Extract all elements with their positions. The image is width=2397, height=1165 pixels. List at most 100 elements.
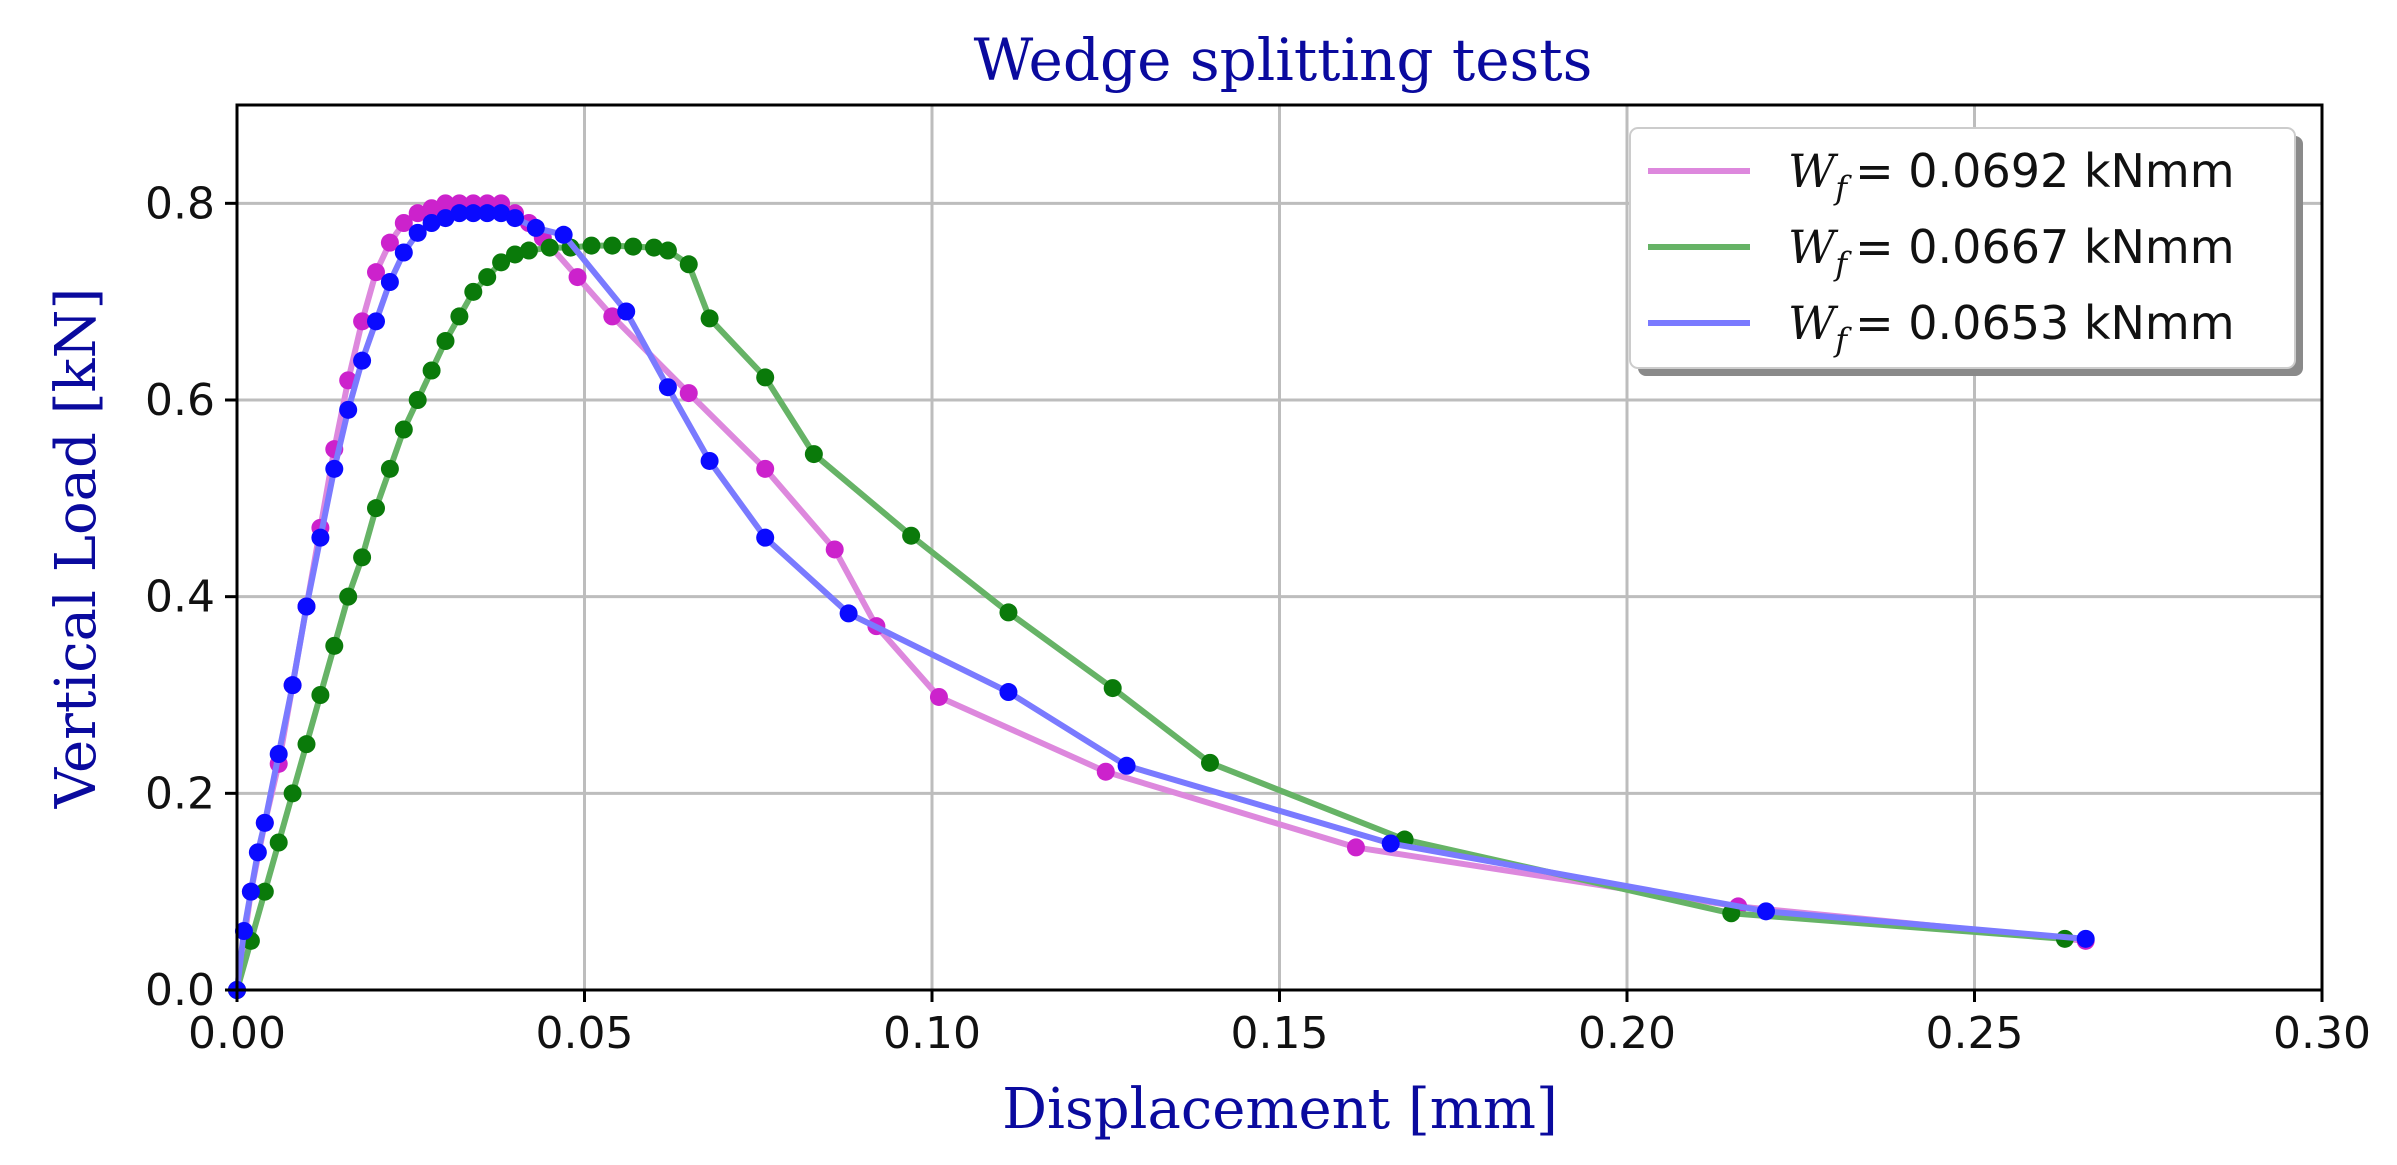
data-point (283, 784, 302, 803)
data-point (367, 263, 385, 282)
data-point (311, 686, 330, 704)
data-point (645, 238, 663, 257)
x-tick-label: 0.25 (1926, 1008, 2024, 1059)
data-point (756, 528, 775, 547)
legend-symbol: W (1788, 220, 1839, 274)
data-point (679, 255, 698, 274)
data-point (540, 238, 559, 257)
data-point (700, 309, 719, 328)
data-point (1381, 834, 1400, 853)
legend-value: = 0.0692 kNmm (1855, 144, 2234, 198)
data-point (269, 833, 288, 852)
data-point (367, 499, 385, 518)
legend: Wf = 0.0692 kNmm Wf = 0.0667 kNmm Wf = 0.0653… (1629, 127, 2303, 376)
data-point (492, 253, 511, 272)
y-tick-label: 0.2 (145, 768, 215, 819)
data-point (408, 391, 427, 409)
data-point (367, 312, 385, 331)
series-layer (228, 194, 2095, 999)
data-point (929, 687, 948, 706)
data-point (422, 214, 441, 232)
data-point (902, 526, 921, 545)
data-point (255, 813, 274, 832)
data-point (999, 603, 1018, 622)
x-tick-label: 0.20 (1578, 1008, 1676, 1059)
data-point (700, 451, 719, 470)
data-point (478, 268, 497, 287)
data-point (804, 445, 823, 464)
data-point (624, 237, 643, 256)
data-point (255, 882, 274, 901)
data-point (1103, 679, 1122, 698)
data-point (436, 209, 455, 228)
data-point (297, 735, 316, 754)
data-point (464, 282, 483, 301)
legend-value: = 0.0667 kNmm (1855, 220, 2234, 274)
x-tick-label: 0.10 (883, 1008, 981, 1059)
data-point (234, 922, 253, 940)
data-point (408, 204, 427, 223)
x-tick-label: 0.15 (1231, 1008, 1329, 1059)
axis-ticks: 0.00 0.05 0.10 0.15 0.20 0.25 0.30 0.0 0.2 0.4 0.6… (145, 178, 2371, 1059)
data-point (353, 312, 372, 331)
data-point (756, 459, 775, 478)
y-tick-label: 0.0 (145, 965, 215, 1016)
data-point (283, 676, 302, 695)
data-point (999, 683, 1018, 702)
data-point (658, 241, 677, 260)
data-point (380, 233, 399, 252)
data-point (311, 528, 330, 547)
legend-symbol: W (1788, 296, 1839, 350)
data-point (1757, 902, 1775, 921)
data-point (436, 194, 455, 213)
data-point (1201, 753, 1219, 772)
data-point (269, 745, 288, 763)
y-tick-label: 0.8 (145, 178, 215, 229)
data-point (825, 540, 844, 559)
data-point (603, 236, 622, 255)
data-point (422, 199, 441, 218)
y-tick-label: 0.6 (145, 375, 215, 426)
data-point (380, 459, 399, 478)
data-point (756, 368, 775, 387)
data-point (325, 636, 344, 655)
data-point (839, 604, 858, 623)
series-2 (228, 236, 2074, 999)
data-point (464, 204, 483, 223)
data-point (339, 587, 358, 606)
x-tick-label: 0.30 (2273, 1008, 2371, 1059)
x-axis-label: Displacement [mm] (1002, 1077, 1558, 1142)
data-point (492, 204, 511, 223)
legend-symbol: W (1788, 144, 1839, 198)
data-point (526, 218, 545, 237)
data-point (339, 400, 358, 419)
data-point (353, 351, 372, 370)
legend-box (1629, 127, 2296, 369)
data-point (2076, 929, 2095, 948)
x-tick-label: 0.05 (536, 1008, 634, 1059)
data-point (658, 378, 677, 397)
data-point (408, 223, 427, 242)
data-point (450, 204, 469, 223)
data-point (394, 214, 413, 232)
data-point (248, 843, 267, 862)
data-point (679, 384, 698, 403)
data-point (450, 307, 469, 326)
data-point (519, 241, 538, 260)
data-point (380, 273, 399, 291)
data-point (325, 459, 344, 478)
legend-entry-1: Wf = 0.0692 kNmm (1788, 144, 2235, 207)
data-point (617, 302, 636, 321)
data-point (554, 225, 573, 244)
data-point (353, 548, 372, 567)
data-point (478, 204, 497, 223)
y-tick-label: 0.4 (145, 572, 215, 623)
legend-entry-2: Wf = 0.0667 kNmm (1788, 220, 2235, 283)
data-point (1346, 838, 1365, 857)
data-point (394, 243, 413, 262)
data-point (422, 361, 441, 380)
legend-value: = 0.0653 kNmm (1855, 296, 2234, 350)
data-point (582, 236, 601, 255)
data-point (506, 209, 524, 228)
